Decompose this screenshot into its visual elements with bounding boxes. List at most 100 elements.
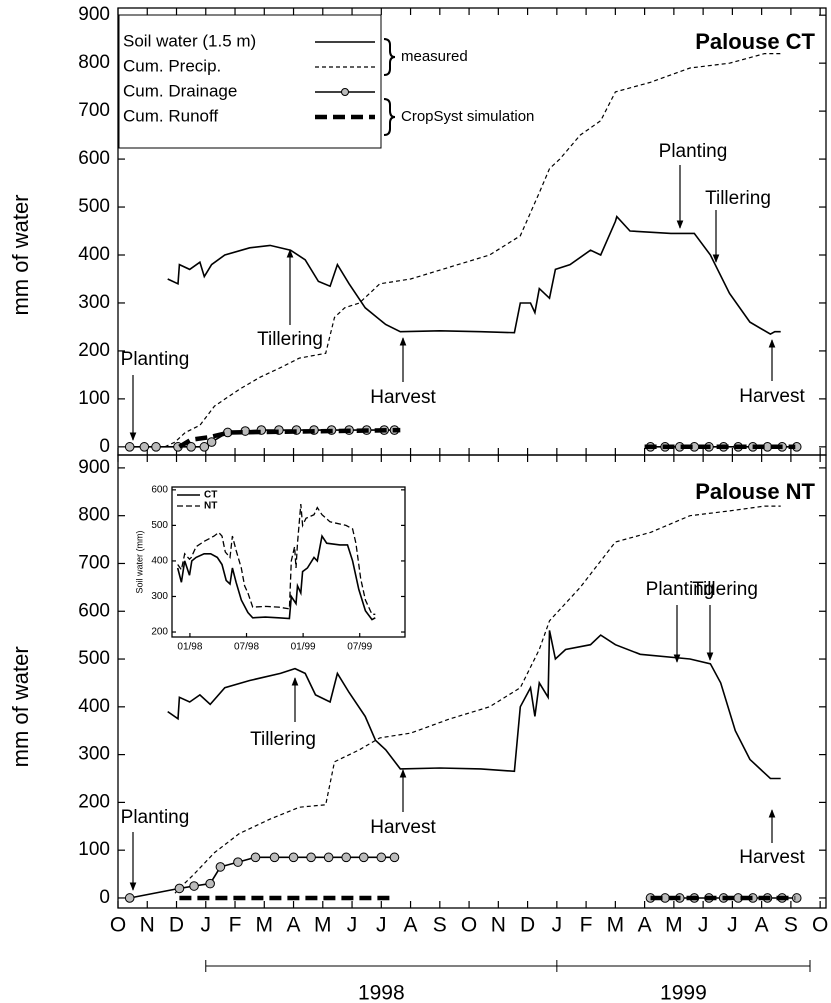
drainage-marker	[233, 857, 243, 867]
x-tick-label: F	[229, 914, 242, 937]
y-tick-label: 100	[78, 388, 110, 409]
y-tick-label: 0	[99, 436, 110, 457]
x-tick-label: D	[169, 914, 184, 937]
series-line	[176, 534, 376, 621]
x-tick-label: D	[520, 914, 535, 937]
x-tick-label: O	[812, 914, 828, 937]
drainage-marker	[186, 442, 196, 452]
annotation: Harvest	[739, 847, 805, 868]
legend-label: Cum. Precip.	[123, 56, 221, 75]
x-tick-label: O	[110, 914, 126, 937]
x-tick-label: N	[140, 914, 155, 937]
legend-label: Cum. Drainage	[123, 81, 237, 100]
y-tick-label: 900	[78, 4, 110, 25]
legend-box	[118, 14, 382, 149]
y-tick-label: 600	[78, 600, 110, 621]
x-tick-label: F	[580, 914, 593, 937]
legend-group-label: CropSyst simulation	[401, 108, 534, 125]
y-tick-label: 800	[78, 505, 110, 526]
x-tick-label: J	[376, 914, 387, 937]
annotation: Harvest	[370, 817, 436, 838]
series-line	[167, 630, 781, 780]
y-tick-label: 200	[151, 627, 168, 638]
x-tick-label: J	[552, 914, 563, 937]
series-line	[177, 504, 376, 615]
x-tick-label: J	[347, 914, 358, 937]
drainage-marker	[206, 437, 217, 447]
y-tick-label: 600	[78, 148, 110, 169]
annotation: Tillering	[250, 729, 316, 750]
series-line	[174, 505, 781, 894]
drainage-marker	[358, 852, 369, 863]
drainage-marker	[389, 852, 400, 863]
annotation: Harvest	[739, 386, 805, 407]
drainage-marker	[341, 852, 351, 863]
drainage-marker	[189, 881, 199, 891]
y-axis-label: Soil water (mm)	[134, 530, 144, 593]
plot-frame	[117, 454, 827, 909]
drainage-marker	[323, 852, 334, 863]
x-tick-label: J	[201, 914, 212, 937]
x-tick-label: 07/98	[234, 642, 259, 653]
annotation: Planting	[659, 141, 728, 162]
drainage-marker	[205, 878, 215, 889]
y-tick-label: 300	[78, 292, 110, 313]
x-tick-label: M	[607, 914, 625, 937]
legend-label: CT	[204, 490, 217, 501]
y-tick-label: 600	[151, 484, 168, 495]
y-tick-label: 700	[78, 552, 110, 573]
y-tick-label: 800	[78, 52, 110, 73]
panel-title: Palouse CT	[695, 29, 815, 54]
annotation: Harvest	[370, 387, 436, 408]
y-tick-label: 500	[151, 520, 168, 531]
drainage-marker	[376, 852, 387, 863]
x-tick-label: A	[638, 914, 652, 937]
drainage-marker	[124, 893, 135, 903]
annotation: Planting	[121, 349, 190, 370]
drainage-marker	[124, 442, 135, 452]
x-tick-label: S	[784, 914, 798, 937]
y-tick-label: 500	[78, 648, 110, 669]
legend-marker	[341, 88, 349, 96]
x-tick-label: N	[491, 914, 506, 937]
x-tick-label: 01/98	[177, 642, 202, 653]
legend-group-label: measured	[401, 48, 468, 65]
legend-label: Cum. Runoff	[123, 106, 218, 125]
y-tick-label: 900	[78, 457, 110, 478]
drainage-marker	[791, 893, 802, 903]
x-tick-label: A	[404, 914, 418, 937]
x-tick-label: M	[256, 914, 274, 937]
y-axis-label: mm of water	[8, 194, 33, 315]
x-tick-label: J	[727, 914, 738, 937]
x-tick-label: A	[287, 914, 301, 937]
y-tick-label: 200	[78, 791, 110, 812]
y-tick-label: 200	[78, 340, 110, 361]
drainage-marker	[288, 852, 299, 863]
y-tick-label: 500	[78, 196, 110, 217]
annotation: Planting	[646, 579, 715, 600]
series-line	[164, 53, 781, 448]
y-tick-label: 300	[151, 591, 168, 602]
y-tick-label: 100	[78, 839, 110, 860]
x-tick-label: 07/99	[347, 642, 372, 653]
panel-title: Palouse NT	[695, 479, 815, 504]
y-tick-label: 700	[78, 100, 110, 121]
y-tick-label: 300	[78, 744, 110, 765]
drainage-marker	[151, 442, 161, 452]
drainage-marker	[199, 442, 210, 452]
x-tick-label: M	[665, 914, 683, 937]
x-tick-label: M	[314, 914, 332, 937]
legend-label: Soil water (1.5 m)	[123, 31, 256, 50]
series-line	[167, 215, 781, 336]
year-label: 1998	[358, 982, 405, 1003]
y-tick-label: 400	[151, 556, 168, 567]
drainage-marker	[306, 852, 316, 863]
annotation: Tillering	[705, 188, 771, 209]
y-axis-label: mm of water	[8, 646, 33, 767]
drainage-marker	[250, 852, 261, 863]
drainage-marker	[269, 852, 280, 863]
plot-frame	[171, 486, 406, 638]
annotation: Tillering	[257, 329, 323, 350]
legend-label: NT	[204, 501, 217, 512]
